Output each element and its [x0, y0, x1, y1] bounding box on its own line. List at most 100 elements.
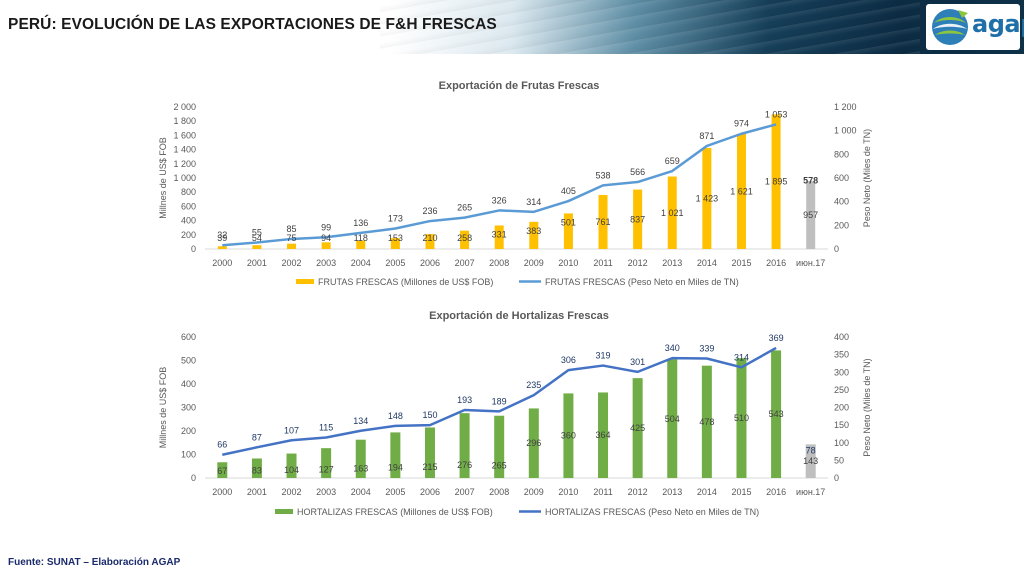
header-banner: PERÚ: EVOLUCIÓN DE LAS EXPORTACIONES DE … — [0, 0, 1024, 54]
line-data-label: 99 — [321, 222, 331, 232]
y-tick-label: 600 — [181, 201, 196, 211]
line-data-label: 306 — [561, 355, 576, 365]
line-data-label: 55 — [252, 227, 262, 237]
y-tick-label: 1 600 — [173, 130, 196, 140]
bar-data-label: 1 423 — [696, 193, 719, 203]
x-tick-label: 2013 — [662, 258, 682, 268]
bar — [390, 432, 401, 478]
chart-title: Exportación de Hortalizas Frescas — [429, 310, 609, 322]
bar — [287, 243, 297, 249]
bar — [805, 444, 816, 478]
bar — [424, 427, 435, 478]
bar-data-label: 194 — [388, 463, 403, 473]
line-data-label: 974 — [734, 119, 749, 129]
bar-data-label: 543 — [769, 409, 784, 419]
line-data-label: 301 — [630, 357, 645, 367]
x-tick-label: 2016 — [766, 258, 786, 268]
y-axis-label: Millnes de US$ FOB — [158, 367, 168, 449]
bar — [736, 133, 746, 249]
line-data-label: 1 053 — [765, 109, 788, 119]
y-tick-label: 1 800 — [173, 116, 196, 126]
x-tick-label: 2002 — [282, 258, 302, 268]
x-tick-label: 2012 — [628, 258, 648, 268]
line-data-label: 87 — [252, 432, 262, 442]
bar-data-label: 143 — [803, 456, 818, 466]
line-data-label: 189 — [492, 396, 507, 406]
bar-data-label: 1 895 — [765, 177, 788, 187]
bar-data-label: 837 — [630, 214, 645, 224]
vegetables-chart: Exportación de Hortalizas Frescas 0 100 200… — [158, 310, 872, 517]
x-tick-label: 2013 — [662, 487, 682, 497]
y-tick-label: 1 400 — [173, 145, 196, 155]
bar — [217, 462, 228, 478]
line-data-label: 339 — [699, 344, 714, 354]
bar — [286, 453, 297, 478]
bar — [667, 176, 677, 249]
x-tick-label: 2007 — [455, 487, 475, 497]
y2-tick-label: 250 — [834, 385, 849, 395]
line-data-label: 32 — [217, 230, 227, 240]
line-data-label: 148 — [388, 411, 403, 421]
line-data-label: 150 — [422, 410, 437, 420]
y2-tick-label: 350 — [834, 350, 849, 360]
bar-data-label: 331 — [492, 229, 507, 239]
bar — [736, 358, 747, 478]
legend-bar-swatch — [275, 509, 293, 514]
bar-data-label: 258 — [457, 233, 472, 243]
legend-line-label: FRUTAS FRESCAS (Peso Neto en Miles de TN… — [545, 277, 739, 287]
bar — [633, 189, 643, 249]
x-tick-label: 2004 — [351, 258, 371, 268]
bar-data-label: 276 — [457, 460, 472, 470]
bar — [771, 350, 782, 478]
x-tick-label: 2005 — [385, 487, 405, 497]
bar-data-label: 504 — [665, 414, 680, 424]
y-axis-label: Millnes de US$ FOB — [158, 137, 168, 219]
x-tick-label: 2010 — [558, 258, 578, 268]
x-tick-label: 2009 — [524, 258, 544, 268]
chart-title: Exportación de Frutas Frescas — [439, 80, 600, 92]
bar-data-label: 761 — [596, 217, 611, 227]
line-data-label: 134 — [353, 416, 368, 426]
bar-data-label: 210 — [422, 233, 437, 243]
bar-data-label: 510 — [734, 413, 749, 423]
bar — [321, 242, 331, 249]
bar — [771, 114, 781, 249]
bar-data-label: 296 — [526, 438, 541, 448]
x-tick-label: 2014 — [697, 258, 717, 268]
series-line — [222, 123, 777, 247]
y-tick-label: 100 — [181, 450, 196, 460]
x-tick-label: 2001 — [247, 258, 267, 268]
y2-tick-label: 100 — [834, 438, 849, 448]
x-tick-label: 2011 — [593, 258, 612, 268]
bar — [321, 448, 332, 478]
y2-tick-label: 50 — [834, 455, 844, 465]
line-data-label: 235 — [526, 380, 541, 390]
x-tick-label: 2008 — [489, 258, 509, 268]
line-data-label: 319 — [596, 351, 611, 361]
y-tick-label: 400 — [181, 216, 196, 226]
bar — [806, 181, 816, 249]
y2-tick-label: 800 — [834, 149, 849, 159]
y-tick-label: 300 — [181, 403, 196, 413]
bar-data-label: 265 — [492, 461, 507, 471]
y2-tick-label: 0 — [834, 473, 839, 483]
y-tick-label: 200 — [181, 230, 196, 240]
bar — [217, 246, 227, 249]
agap-logo: agap — [926, 4, 1024, 50]
x-tick-label: 2000 — [212, 487, 232, 497]
legend-bar-label: FRUTAS FRESCAS (Millones de US$ FOB) — [318, 277, 493, 287]
y-tick-label: 1 000 — [173, 173, 196, 183]
bar-data-label: 67 — [217, 466, 227, 476]
x-tick-label: 2004 — [351, 487, 371, 497]
legend-bar-label: HORTALIZAS FRESCAS (Millones de US$ FOB) — [297, 507, 493, 517]
legend-bar-swatch — [296, 279, 314, 284]
x-tick-label: 2006 — [420, 487, 440, 497]
bar — [460, 230, 470, 249]
line-data-label: 236 — [422, 206, 437, 216]
line-data-label: 314 — [526, 197, 541, 207]
line-data-label: 405 — [561, 186, 576, 196]
bar-data-label: 94 — [321, 233, 331, 243]
bar — [425, 234, 435, 249]
series-line — [222, 346, 777, 456]
line-data-label: 340 — [665, 343, 680, 353]
